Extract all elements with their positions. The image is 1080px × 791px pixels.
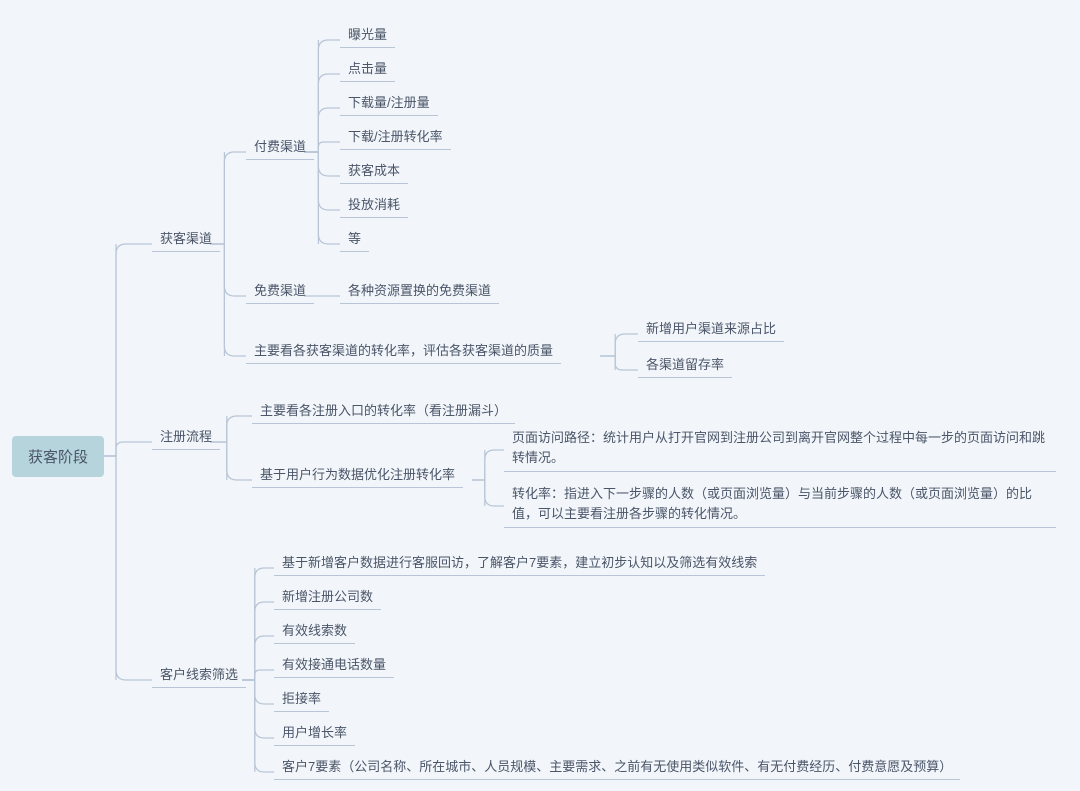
mindmap-node[interactable]: 等 (340, 224, 369, 252)
mindmap-node[interactable]: 下载/注册转化率 (340, 122, 451, 150)
mindmap-node[interactable]: 有效线索数 (274, 616, 355, 644)
mindmap-node[interactable]: 注册流程 (152, 422, 220, 450)
mindmap-node[interactable]: 曝光量 (340, 20, 395, 48)
mindmap-node[interactable]: 投放消耗 (340, 190, 408, 218)
mindmap-node[interactable]: 客户7要素（公司名称、所在城市、人员规模、主要需求、之前有无使用类似软件、有无付… (274, 752, 960, 780)
mindmap-node[interactable]: 付费渠道 (246, 132, 314, 160)
mindmap-node[interactable]: 新增用户渠道来源占比 (638, 314, 784, 342)
mindmap-node[interactable]: 页面访问路径：统计用户从打开官网到注册公司到离开官网整个过程中每一步的页面访问和… (504, 424, 1056, 472)
mindmap-node[interactable]: 基于用户行为数据优化注册转化率 (252, 460, 463, 488)
mindmap-root-node[interactable]: 获客阶段 (12, 436, 104, 477)
mindmap-node[interactable]: 转化率：指进入下一步骤的人数（或页面浏览量）与当前步骤的人数（或页面浏览量）的比… (504, 480, 1056, 528)
mindmap-node[interactable]: 各种资源置换的免费渠道 (340, 276, 499, 304)
mindmap-node[interactable]: 主要看各获客渠道的转化率，评估各获客渠道的质量 (246, 336, 561, 364)
mindmap-node[interactable]: 主要看各注册入口的转化率（看注册漏斗） (252, 396, 515, 424)
mindmap-node[interactable]: 拒接率 (274, 684, 329, 712)
mindmap-node[interactable]: 各渠道留存率 (638, 350, 732, 378)
mindmap-node[interactable]: 下载量/注册量 (340, 88, 438, 116)
mindmap-node[interactable]: 新增注册公司数 (274, 582, 381, 610)
mindmap-node[interactable]: 获客成本 (340, 156, 408, 184)
mindmap-node[interactable]: 点击量 (340, 54, 395, 82)
mindmap-node[interactable]: 客户线索筛选 (152, 660, 246, 688)
mindmap-node[interactable]: 有效接通电话数量 (274, 650, 394, 678)
mindmap-node[interactable]: 用户增长率 (274, 718, 355, 746)
mindmap-node[interactable]: 获客渠道 (152, 224, 220, 252)
mindmap-node[interactable]: 免费渠道 (246, 276, 314, 304)
mindmap-node[interactable]: 基于新增客户数据进行客服回访，了解客户7要素，建立初步认知以及筛选有效线索 (274, 548, 765, 576)
